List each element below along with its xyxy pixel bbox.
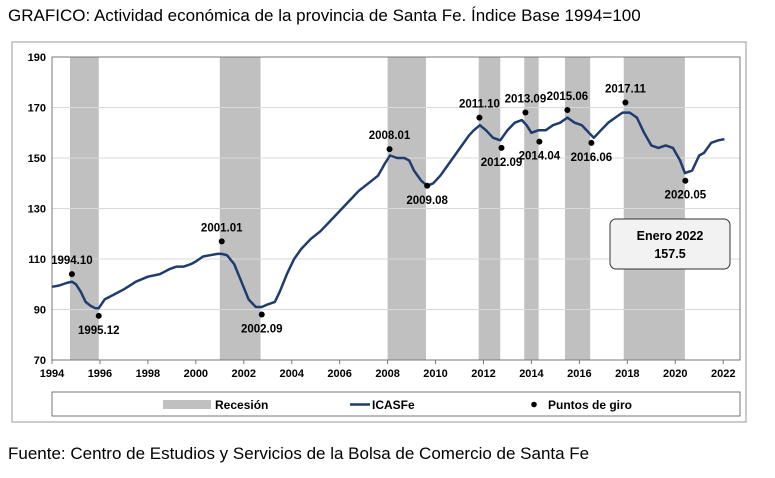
y-tick-label: 90 [34, 305, 46, 317]
turning-point [498, 144, 505, 151]
turning-point-label: 2014.04 [519, 151, 561, 163]
turning-point [218, 238, 225, 245]
source-note: Fuente: Centro de Estudios y Servicios d… [8, 444, 590, 463]
plot-area-border [51, 56, 741, 361]
x-tick-label: 2014 [519, 368, 544, 380]
turning-point [622, 99, 629, 106]
legend-point-label: Puntos de giro [548, 398, 632, 412]
y-tick-label: 150 [28, 153, 46, 165]
turning-point-label: 2002.09 [241, 324, 283, 336]
turning-point-label: 2009.08 [406, 195, 448, 207]
turning-point [95, 312, 102, 319]
turning-point-label: 2001.01 [201, 222, 243, 234]
x-tick-label: 2018 [615, 368, 639, 380]
turning-point-label: 2012.09 [481, 157, 523, 169]
x-tick-label: 2002 [232, 368, 256, 380]
turning-point-label: 2020.05 [665, 190, 707, 202]
turning-point-label: 2017.11 [605, 83, 647, 95]
series-line-icasfe [51, 111, 725, 310]
legend-line-label: ICASFe [372, 398, 415, 412]
annotation-line1: Enero 2022 [637, 229, 704, 243]
annotation-box [609, 218, 731, 270]
turning-point [476, 114, 483, 121]
legend-point-swatch [531, 401, 537, 408]
turning-point [258, 311, 265, 318]
turning-point [424, 182, 431, 189]
turning-point [588, 139, 595, 146]
legend-recession-swatch [163, 400, 211, 409]
turning-point-label: 2008.01 [369, 130, 411, 142]
turning-point [564, 107, 571, 114]
y-tick-label: 110 [28, 254, 46, 266]
x-tick-label: 2022 [711, 368, 735, 380]
turning-point [68, 271, 75, 278]
turning-point-label: 2011.10 [459, 99, 500, 111]
turning-point-label: 1994.10 [51, 255, 93, 267]
x-tick-label: 2000 [184, 368, 208, 380]
turning-point-label: 2015.06 [547, 91, 589, 103]
x-tick-label: 2016 [567, 368, 591, 380]
turning-point-label: 2016.06 [571, 152, 613, 164]
turning-point [536, 138, 543, 145]
x-tick-label: 2010 [423, 368, 447, 380]
turning-point [386, 146, 393, 153]
x-tick-label: 1996 [88, 368, 112, 380]
turning-point-label: 2013.09 [505, 94, 547, 106]
y-tick-label: 170 [28, 103, 46, 115]
turning-point [522, 109, 529, 116]
x-tick-label: 2004 [279, 368, 304, 380]
x-tick-label: 1998 [136, 368, 160, 380]
y-tick-label: 130 [28, 204, 46, 216]
annotation-line2: 157.5 [654, 247, 685, 261]
x-tick-label: 2020 [663, 368, 687, 380]
turning-point-label: 1995.12 [78, 325, 120, 337]
x-tick-label: 1994 [40, 368, 65, 380]
y-tick-label: 70 [34, 355, 46, 367]
x-tick-label: 2008 [375, 368, 399, 380]
legend-recession-label: Recesión [215, 398, 268, 412]
x-tick-label: 2012 [471, 368, 495, 380]
x-tick-label: 2006 [327, 368, 351, 380]
y-tick-label: 190 [28, 52, 46, 64]
turning-point [682, 177, 689, 184]
chart-title: GRAFICO: Actividad económica de la provi… [8, 6, 641, 25]
